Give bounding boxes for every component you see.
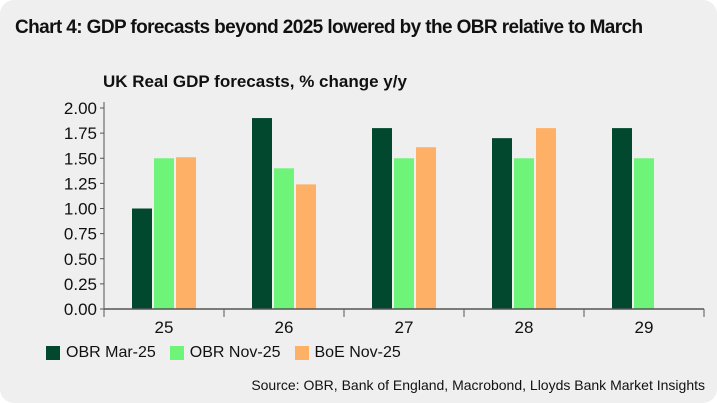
y-tick-label: 1.50 xyxy=(64,149,97,168)
y-tick-label: 0.00 xyxy=(64,300,97,319)
x-tick-label: 27 xyxy=(395,318,414,337)
bar-obr-mar-25-25 xyxy=(132,208,152,309)
bar-obr-mar-25-26 xyxy=(252,118,272,309)
y-tick-label: 1.75 xyxy=(64,124,97,143)
x-tick-label: 25 xyxy=(155,318,174,337)
bar-obr-nov-25-28 xyxy=(514,158,534,309)
legend-label: OBR Mar-25 xyxy=(66,344,156,361)
y-tick-label: 0.50 xyxy=(64,250,97,269)
y-tick-label: 0.75 xyxy=(64,225,97,244)
legend-item-obr-nov: OBR Nov-25 xyxy=(169,344,281,362)
legend-swatch xyxy=(169,346,184,360)
legend-label: OBR Nov-25 xyxy=(189,344,281,361)
legend-swatch xyxy=(294,346,309,360)
bar-boe-nov-25-25 xyxy=(176,157,196,309)
y-tick-label: 1.00 xyxy=(64,200,97,219)
bar-obr-mar-25-27 xyxy=(372,128,392,309)
bar-obr-nov-25-29 xyxy=(634,158,654,309)
bar-obr-mar-25-28 xyxy=(492,138,512,309)
legend: OBR Mar-25 OBR Nov-25 BoE Nov-25 xyxy=(46,344,401,362)
x-tick-label: 26 xyxy=(275,318,294,337)
legend-item-boe-nov: BoE Nov-25 xyxy=(294,344,401,362)
bar-obr-nov-25-25 xyxy=(154,158,174,309)
y-tick-label: 2.00 xyxy=(64,99,97,118)
legend-item-obr-mar: OBR Mar-25 xyxy=(46,344,156,362)
bar-boe-nov-25-28 xyxy=(536,128,556,309)
bar-boe-nov-25-27 xyxy=(416,147,436,309)
source-note: Source: OBR, Bank of England, Macrobond,… xyxy=(251,377,705,393)
y-tick-label: 1.25 xyxy=(64,174,97,193)
chart-subtitle: UK Real GDP forecasts, % change y/y xyxy=(103,72,407,91)
legend-swatch xyxy=(46,346,60,360)
bar-boe-nov-25-26 xyxy=(296,184,316,309)
y-tick-label: 0.25 xyxy=(64,275,97,294)
chart-title: Chart 4: GDP forecasts beyond 2025 lower… xyxy=(15,17,643,38)
x-tick-label: 28 xyxy=(515,318,534,337)
bar-obr-nov-25-26 xyxy=(274,168,294,309)
bar-obr-nov-25-27 xyxy=(394,158,414,309)
bar-obr-mar-25-29 xyxy=(612,128,632,309)
x-tick-label: 29 xyxy=(635,318,654,337)
legend-label: BoE Nov-25 xyxy=(314,344,401,361)
